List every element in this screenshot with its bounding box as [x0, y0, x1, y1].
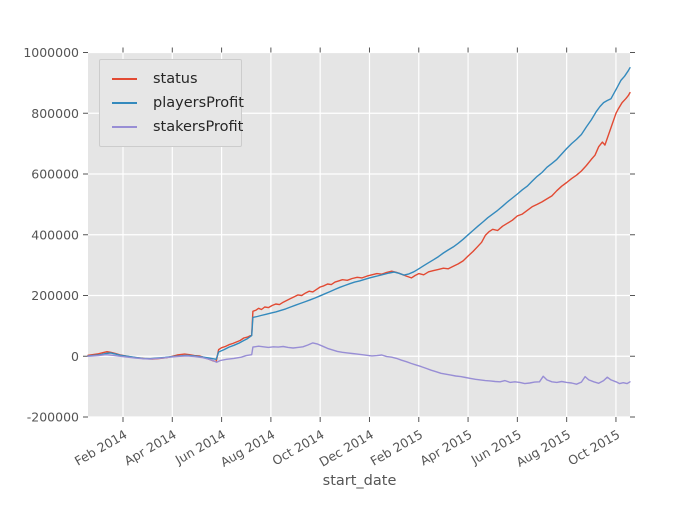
series-line-stakersProfit: [87, 342, 631, 385]
x-tick-label: Feb 2014: [72, 427, 130, 469]
legend-swatch-stakersProfit: [112, 126, 137, 128]
x-tick-label: Aug 2015: [514, 427, 574, 470]
y-tick-label: 600000: [31, 167, 79, 182]
x-tick-label: Dec 2014: [317, 427, 376, 470]
x-tick-label: Apr 2014: [122, 427, 179, 469]
y-tick-label: 800000: [31, 106, 79, 121]
legend-swatch-status: [112, 78, 137, 80]
legend-item-playersProfit: playersProfit: [112, 91, 244, 115]
x-tick-label: Oct 2015: [565, 427, 622, 469]
x-tick-label: Oct 2014: [269, 427, 326, 469]
y-tick-label: 1000000: [23, 45, 79, 60]
x-tick-label: Apr 2015: [417, 427, 474, 469]
y-tick-label: -200000: [27, 410, 79, 425]
series-line-playersProfit: [87, 66, 631, 360]
x-axis-title: start_date: [322, 473, 397, 489]
legend: status playersProfit stakersProfit: [99, 59, 244, 147]
legend-item-status: status: [112, 67, 231, 91]
x-tick-label: Aug 2014: [218, 427, 278, 470]
y-tick-label: 0: [71, 349, 79, 364]
legend-swatch-playersProfit: [112, 102, 137, 104]
y-tick-label: 200000: [31, 288, 79, 303]
x-tick-label: Feb 2015: [368, 427, 426, 469]
legend-label-playersProfit: playersProfit: [153, 95, 244, 111]
legend-label-status: status: [153, 71, 198, 87]
legend-label-stakersProfit: stakersProfit: [153, 119, 244, 135]
legend-item-stakersProfit: stakersProfit: [112, 115, 243, 139]
y-tick-label: 400000: [31, 227, 79, 242]
